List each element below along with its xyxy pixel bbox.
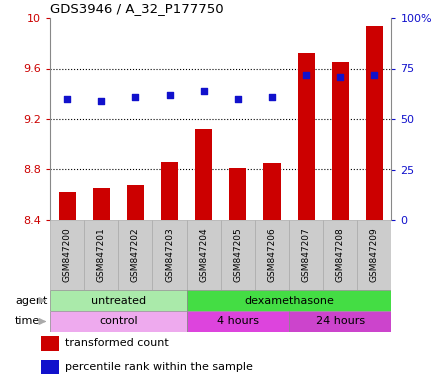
Bar bbox=[263, 163, 280, 220]
Point bbox=[234, 96, 241, 102]
Text: GSM847203: GSM847203 bbox=[164, 228, 174, 282]
Bar bbox=[220, 220, 254, 290]
Text: GSM847204: GSM847204 bbox=[199, 228, 208, 282]
Bar bbox=[41, 336, 59, 351]
Point bbox=[98, 98, 105, 104]
Bar bbox=[229, 168, 246, 220]
Bar bbox=[195, 129, 212, 220]
Text: GSM847202: GSM847202 bbox=[131, 228, 140, 282]
Text: GSM847200: GSM847200 bbox=[62, 228, 72, 282]
Text: percentile rank within the sample: percentile rank within the sample bbox=[65, 362, 253, 372]
Text: GSM847209: GSM847209 bbox=[369, 228, 378, 282]
Bar bbox=[50, 220, 84, 290]
Text: agent: agent bbox=[15, 296, 47, 306]
Point bbox=[132, 94, 138, 100]
Text: GSM847205: GSM847205 bbox=[233, 228, 242, 282]
Point bbox=[63, 96, 70, 102]
Bar bbox=[322, 220, 357, 290]
Bar bbox=[365, 26, 382, 220]
Text: 24 hours: 24 hours bbox=[315, 316, 364, 326]
Bar bbox=[118, 220, 152, 290]
Point bbox=[200, 88, 207, 94]
Text: GSM847208: GSM847208 bbox=[335, 228, 344, 282]
Bar bbox=[161, 162, 178, 220]
Bar bbox=[84, 220, 118, 290]
Bar bbox=[50, 290, 186, 311]
Bar bbox=[50, 311, 186, 332]
Bar bbox=[186, 311, 289, 332]
Bar bbox=[331, 62, 348, 220]
Bar bbox=[92, 189, 109, 220]
Bar bbox=[289, 220, 322, 290]
Point bbox=[268, 94, 275, 100]
Bar bbox=[297, 53, 314, 220]
Text: time: time bbox=[15, 316, 40, 326]
Bar bbox=[41, 359, 59, 374]
Text: dexamethasone: dexamethasone bbox=[243, 296, 333, 306]
Bar bbox=[186, 220, 220, 290]
Point bbox=[302, 71, 309, 78]
Bar bbox=[254, 220, 289, 290]
Text: control: control bbox=[99, 316, 137, 326]
Text: 4 hours: 4 hours bbox=[216, 316, 258, 326]
Bar bbox=[127, 185, 144, 220]
Bar bbox=[186, 290, 391, 311]
Text: GSM847206: GSM847206 bbox=[267, 228, 276, 282]
Bar bbox=[152, 220, 186, 290]
Text: GDS3946 / A_32_P177750: GDS3946 / A_32_P177750 bbox=[50, 2, 223, 15]
Bar bbox=[289, 311, 391, 332]
Point bbox=[336, 73, 343, 79]
Text: GSM847201: GSM847201 bbox=[96, 228, 105, 282]
Bar bbox=[357, 220, 391, 290]
Point bbox=[370, 71, 377, 78]
Point bbox=[166, 92, 173, 98]
Text: untreated: untreated bbox=[91, 296, 145, 306]
Bar bbox=[59, 192, 76, 220]
Text: transformed count: transformed count bbox=[65, 338, 169, 348]
Text: GSM847207: GSM847207 bbox=[301, 228, 310, 282]
